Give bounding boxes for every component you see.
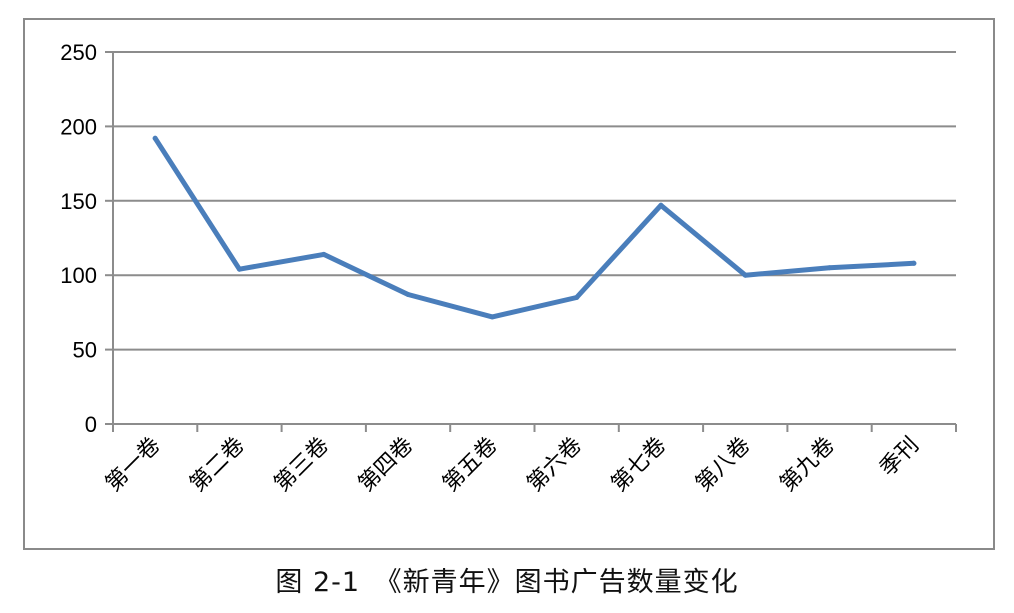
data-point — [911, 260, 917, 266]
y-tick-label: 0 — [85, 412, 97, 437]
data-point — [489, 314, 495, 320]
data-point — [152, 135, 158, 141]
data-point — [827, 265, 833, 271]
x-tick-label: 第四卷 — [354, 433, 418, 497]
gridlines — [113, 51, 956, 351]
data-point — [574, 295, 580, 301]
x-tick-label: 第二卷 — [185, 433, 249, 497]
y-tick-label: 50 — [73, 338, 97, 363]
x-tick-label: 第一卷 — [101, 433, 165, 497]
data-point — [321, 251, 327, 257]
axes — [105, 51, 957, 432]
y-tick-label: 200 — [60, 114, 97, 139]
series-layer — [152, 135, 917, 320]
line-chart: 0 50 100 150 200 250 第一卷 第二卷 第三卷 第四卷 第五卷 第六卷 第七卷 第八卷… — [60, 40, 957, 497]
series-line — [152, 135, 917, 320]
x-tick-label: 季刊 — [875, 433, 924, 482]
y-tick-label: 250 — [60, 40, 97, 65]
data-point — [742, 272, 748, 278]
x-tick-labels: 第一卷 第二卷 第三卷 第四卷 第五卷 第六卷 第七卷 第八卷 第九卷 季刊 — [101, 433, 924, 497]
x-tick-label: 第三卷 — [270, 433, 334, 497]
y-tick-label: 150 — [60, 189, 97, 214]
data-point — [236, 266, 242, 272]
y-tick-label: 100 — [60, 263, 97, 288]
chart-frame — [23, 18, 995, 550]
x-tick-label: 第六卷 — [523, 433, 587, 497]
figure-caption: 图 2-1 《新青年》图书广告数量变化 — [275, 567, 739, 598]
data-point — [658, 202, 664, 208]
y-tick-labels: 0 50 100 150 200 250 — [60, 40, 97, 437]
data-point — [405, 292, 411, 298]
x-tick-label: 第七卷 — [607, 433, 671, 497]
x-tick-label: 第九卷 — [775, 433, 839, 497]
x-tick-label: 第八卷 — [691, 433, 755, 497]
x-tick-label: 第五卷 — [438, 433, 502, 497]
